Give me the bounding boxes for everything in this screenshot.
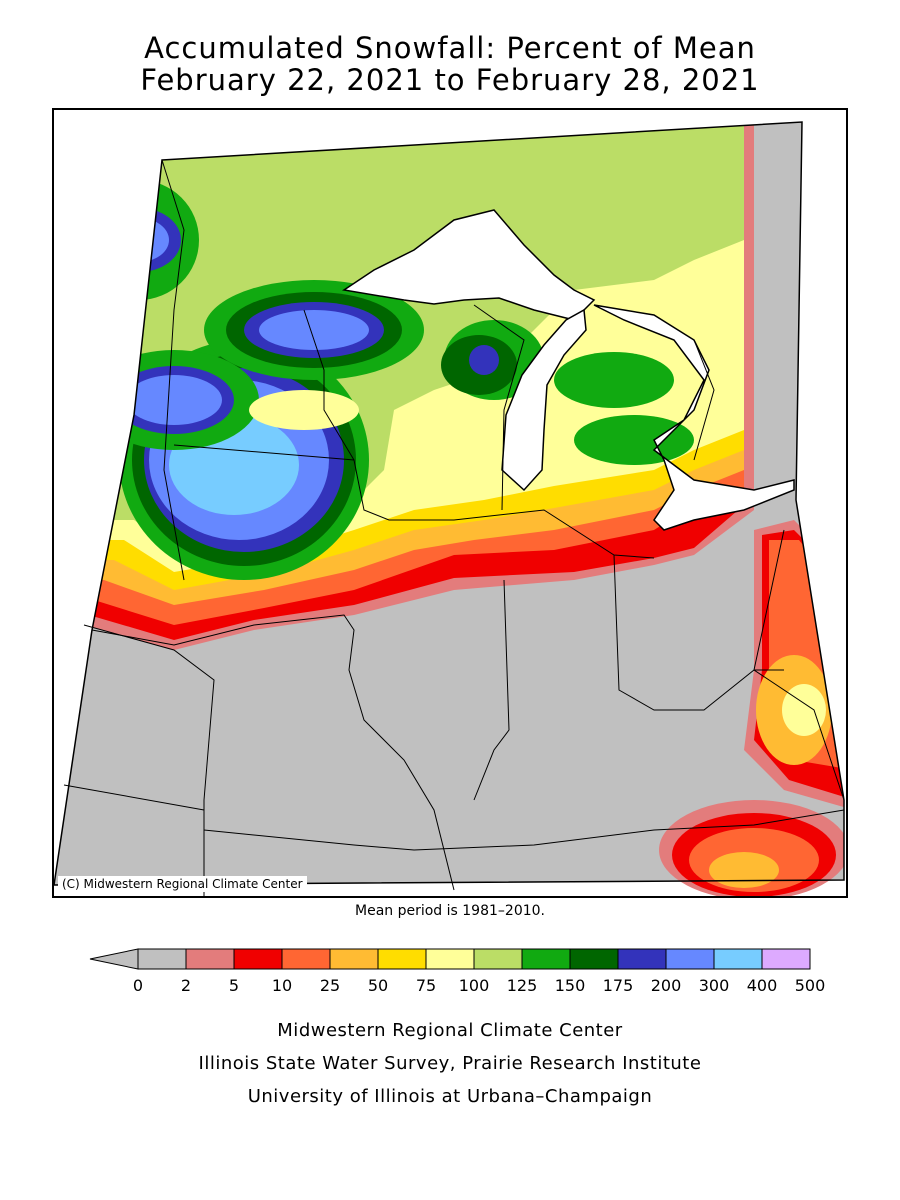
legend-label: 50	[368, 976, 388, 995]
legend-swatch	[617, 948, 667, 970]
state-boundary	[473, 579, 510, 801]
state-boundary	[83, 624, 215, 896]
legend-underflow-arrow	[89, 948, 139, 970]
legend-label: 5	[229, 976, 239, 995]
legend-label: 100	[459, 976, 490, 995]
legend-swatch	[713, 948, 763, 970]
state-boundary	[91, 614, 455, 891]
contour-band-175	[469, 345, 499, 375]
map-title: Accumulated Snowfall: Percent of Mean	[144, 31, 756, 65]
legend-labels: 0 2 5 10 25 50 75 100 125 150 175 200 300 400 500	[133, 976, 825, 995]
color-legend: 0 2 5 10 25 50 75 100 125 150 175 200 300 400 500	[89, 948, 825, 995]
legend-label: 2	[181, 976, 191, 995]
legend-swatch	[569, 948, 619, 970]
legend-swatch	[521, 948, 571, 970]
legend-swatch	[425, 948, 475, 970]
contour-band-75	[782, 684, 826, 736]
legend-swatch	[377, 948, 427, 970]
contour-band-200	[126, 375, 222, 425]
state-boundary	[161, 159, 185, 581]
state-boundary	[303, 309, 355, 461]
legend-swatch	[137, 948, 187, 970]
legend-swatch	[329, 948, 379, 970]
legend-label: 150	[555, 976, 586, 995]
state-boundary	[753, 529, 845, 801]
legend-swatches	[89, 948, 811, 970]
legend-swatch	[281, 948, 331, 970]
credit-university: University of Illinois at Urbana–Champai…	[247, 1086, 653, 1107]
lake-huron-and-erie	[593, 304, 795, 531]
state-boundary	[173, 444, 655, 559]
legend-label: 75	[416, 976, 436, 995]
lake-superior	[342, 209, 596, 321]
state-boundary	[203, 809, 845, 851]
legend-swatch	[233, 948, 283, 970]
contour-band-125	[574, 415, 694, 465]
legend-label: 300	[699, 976, 730, 995]
legend-swatch	[185, 948, 235, 970]
legend-label: 125	[507, 976, 538, 995]
legend-label: 400	[747, 976, 778, 995]
state-boundaries	[63, 159, 845, 896]
region-border	[54, 121, 845, 886]
state-boundary	[63, 784, 205, 811]
contour-band-200	[259, 310, 369, 350]
state-boundary	[473, 304, 525, 511]
map-date-range: February 22, 2021 to February 28, 2021	[140, 63, 760, 97]
legend-swatch	[761, 948, 811, 970]
legend-label: 200	[651, 976, 682, 995]
legend-label: 0	[133, 976, 143, 995]
contour-band-25	[709, 852, 779, 888]
snowfall-map: (C) Midwestern Regional Climate Center	[52, 108, 848, 898]
legend-label: 500	[795, 976, 826, 995]
mean-period-note: Mean period is 1981–2010.	[355, 903, 545, 919]
legend-label: 10	[272, 976, 292, 995]
legend-label: 175	[603, 976, 634, 995]
lake-michigan	[501, 308, 587, 492]
snowfall-map-canvas	[54, 121, 845, 896]
contour-band-125	[554, 352, 674, 408]
contour-band-200	[109, 218, 169, 262]
state-boundary	[613, 554, 784, 711]
credit-center: Midwestern Regional Climate Center	[277, 1020, 623, 1041]
credit-survey: Illinois State Water Survey, Prairie Res…	[198, 1053, 702, 1074]
legend-swatch	[473, 948, 523, 970]
state-boundary	[693, 339, 715, 461]
legend-swatch	[665, 948, 715, 970]
legend-label: 25	[320, 976, 340, 995]
copyright-label: (C) Midwestern Regional Climate Center	[58, 876, 307, 892]
great-lakes	[342, 209, 795, 531]
contour-band-75	[249, 390, 359, 430]
